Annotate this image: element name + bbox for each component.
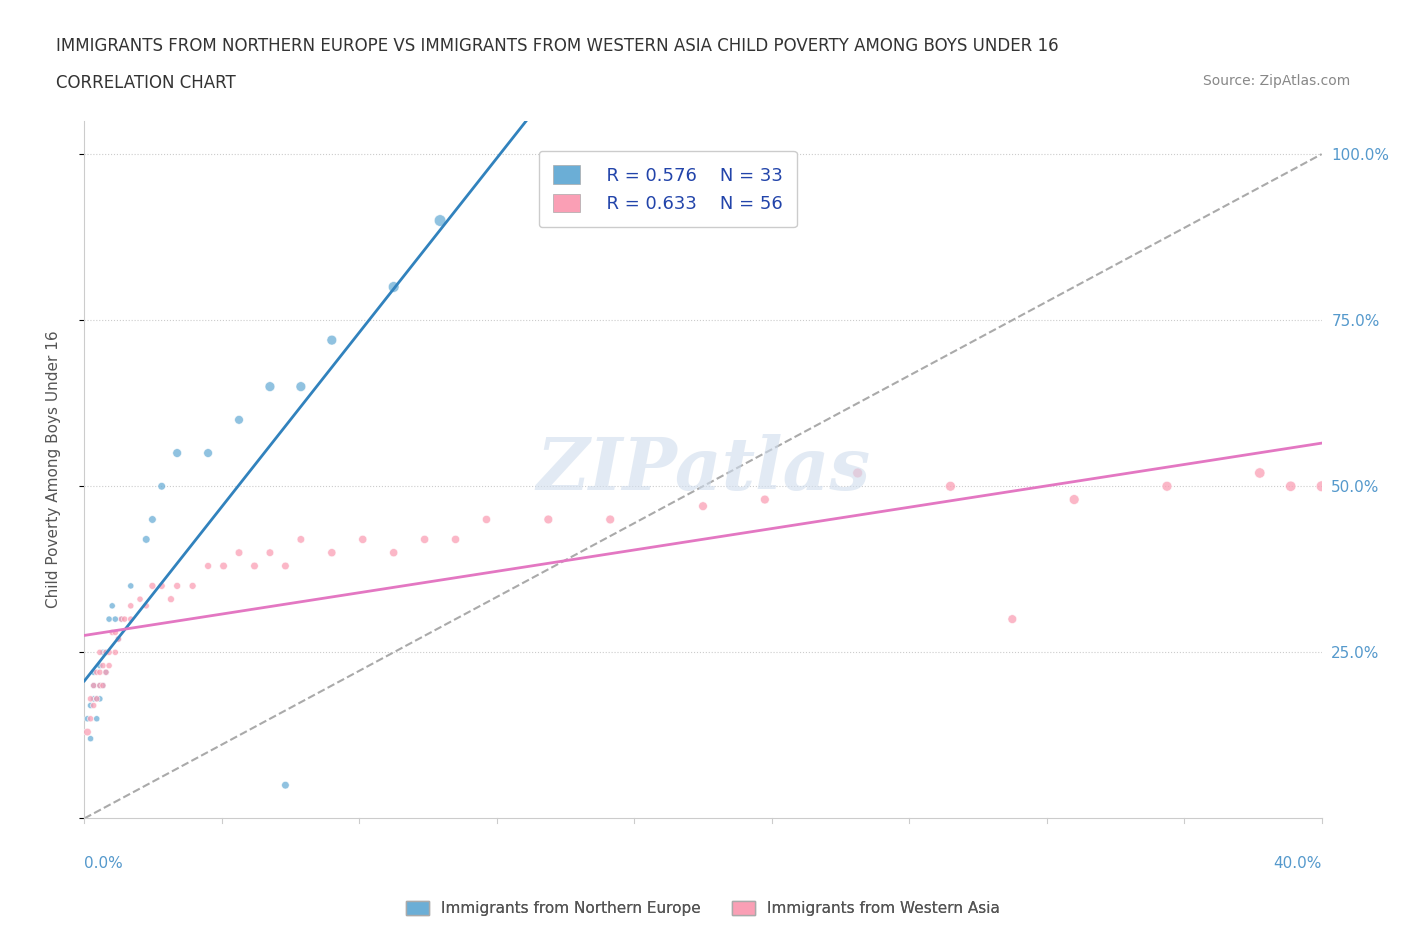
Point bbox=[321, 333, 343, 348]
Point bbox=[94, 644, 117, 659]
Point bbox=[754, 492, 776, 507]
Point bbox=[104, 612, 127, 627]
Point bbox=[129, 591, 152, 606]
Point bbox=[352, 532, 374, 547]
Point bbox=[86, 691, 108, 706]
Point bbox=[259, 379, 281, 394]
Point bbox=[599, 512, 621, 527]
Y-axis label: Child Poverty Among Boys Under 16: Child Poverty Among Boys Under 16 bbox=[46, 331, 60, 608]
Point bbox=[259, 545, 281, 560]
Point bbox=[98, 658, 121, 673]
Text: IMMIGRANTS FROM NORTHERN EUROPE VS IMMIGRANTS FROM WESTERN ASIA CHILD POVERTY AM: IMMIGRANTS FROM NORTHERN EUROPE VS IMMIG… bbox=[56, 37, 1059, 55]
Point bbox=[101, 625, 124, 640]
Point bbox=[83, 678, 105, 693]
Point bbox=[228, 412, 250, 427]
Point bbox=[83, 698, 105, 713]
Text: Source: ZipAtlas.com: Source: ZipAtlas.com bbox=[1202, 74, 1350, 88]
Point bbox=[321, 545, 343, 560]
Text: CORRELATION CHART: CORRELATION CHART bbox=[56, 74, 236, 92]
Point bbox=[692, 498, 714, 513]
Point bbox=[160, 591, 183, 606]
Point bbox=[444, 532, 467, 547]
Point bbox=[79, 731, 101, 746]
Point bbox=[846, 466, 869, 481]
Point bbox=[413, 532, 436, 547]
Point bbox=[89, 644, 111, 659]
Point bbox=[212, 559, 235, 574]
Point bbox=[86, 665, 108, 680]
Point bbox=[135, 532, 157, 547]
Point bbox=[94, 665, 117, 680]
Point bbox=[1279, 479, 1302, 494]
Point bbox=[110, 612, 132, 627]
Point bbox=[79, 691, 101, 706]
Point bbox=[86, 691, 108, 706]
Point bbox=[83, 665, 105, 680]
Point bbox=[83, 691, 105, 706]
Text: 40.0%: 40.0% bbox=[1274, 856, 1322, 870]
Point bbox=[939, 479, 962, 494]
Point bbox=[1063, 492, 1085, 507]
Point bbox=[104, 644, 127, 659]
Point bbox=[89, 678, 111, 693]
Point bbox=[150, 479, 173, 494]
Point bbox=[290, 379, 312, 394]
Point bbox=[110, 612, 132, 627]
Point bbox=[120, 598, 142, 613]
Point bbox=[135, 598, 157, 613]
Point bbox=[98, 612, 121, 627]
Point bbox=[382, 280, 405, 295]
Point bbox=[274, 559, 297, 574]
Point bbox=[89, 658, 111, 673]
Point bbox=[114, 612, 136, 627]
Point bbox=[76, 724, 98, 739]
Point bbox=[94, 665, 117, 680]
Point bbox=[150, 578, 173, 593]
Point bbox=[382, 545, 405, 560]
Point bbox=[91, 658, 114, 673]
Point bbox=[91, 678, 114, 693]
Point bbox=[1249, 466, 1271, 481]
Point bbox=[101, 598, 124, 613]
Text: 0.0%: 0.0% bbox=[84, 856, 124, 870]
Point bbox=[104, 625, 127, 640]
Point bbox=[197, 445, 219, 460]
Point bbox=[290, 532, 312, 547]
Point bbox=[91, 644, 114, 659]
Point bbox=[86, 711, 108, 726]
Point bbox=[274, 777, 297, 792]
Point bbox=[98, 644, 121, 659]
Point bbox=[83, 678, 105, 693]
Point bbox=[79, 711, 101, 726]
Point bbox=[76, 711, 98, 726]
Point bbox=[120, 612, 142, 627]
Point bbox=[1001, 612, 1024, 627]
Point bbox=[141, 578, 163, 593]
Point bbox=[166, 578, 188, 593]
Point bbox=[537, 512, 560, 527]
Point bbox=[107, 631, 129, 646]
Point bbox=[79, 698, 101, 713]
Point bbox=[1156, 479, 1178, 494]
Point bbox=[475, 512, 498, 527]
Point bbox=[243, 559, 266, 574]
Point bbox=[89, 665, 111, 680]
Point bbox=[166, 445, 188, 460]
Point bbox=[1310, 479, 1333, 494]
Point bbox=[141, 512, 163, 527]
Point bbox=[94, 644, 117, 659]
Point bbox=[429, 213, 451, 228]
Point bbox=[89, 678, 111, 693]
Point bbox=[120, 578, 142, 593]
Point bbox=[107, 631, 129, 646]
Legend: Immigrants from Northern Europe, Immigrants from Western Asia: Immigrants from Northern Europe, Immigra… bbox=[401, 895, 1005, 923]
Point bbox=[91, 678, 114, 693]
Point bbox=[197, 559, 219, 574]
Point bbox=[228, 545, 250, 560]
Text: ZIPatlas: ZIPatlas bbox=[536, 434, 870, 505]
Point bbox=[89, 691, 111, 706]
Point bbox=[181, 578, 204, 593]
